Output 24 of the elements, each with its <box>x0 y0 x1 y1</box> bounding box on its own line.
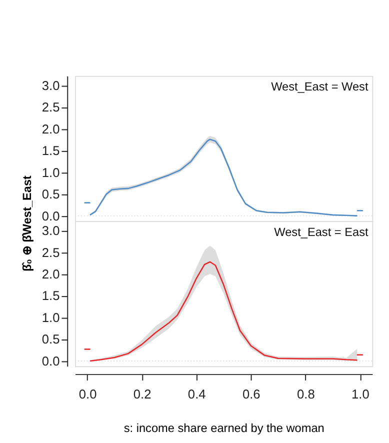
annotation: West_East = East <box>274 224 369 239</box>
y-tick-label: 2.5 <box>42 100 60 115</box>
y-tick-label: 1.0 <box>42 164 60 180</box>
y-axis-title: β̂₀ ⊕ β̂West_East <box>20 175 34 272</box>
y-tick-label: 1.0 <box>42 310 60 325</box>
y-tick-label: 3.0 <box>42 223 60 238</box>
y-tick-label: 0.5 <box>42 186 60 202</box>
y-tick-label: 2.0 <box>42 266 60 282</box>
y-tick-label: 1.5 <box>42 288 60 304</box>
y-tick-label: 0.0 <box>42 353 60 368</box>
x-tick-label: 0.0 <box>78 386 97 402</box>
x-tick-label: 1.0 <box>352 386 370 402</box>
x-tick-label: 0.6 <box>242 386 260 402</box>
y-tick-label: 2.0 <box>42 121 60 136</box>
y-tick-label: 3.0 <box>42 78 60 93</box>
x-tick-label: 0.2 <box>133 386 152 402</box>
y-tick-label: 1.5 <box>42 143 60 158</box>
x-tick-label: 0.4 <box>188 386 206 402</box>
y-tick-label: 2.5 <box>42 244 60 260</box>
y-tick-label: 0.0 <box>42 208 60 224</box>
y-tick-label: 0.5 <box>42 332 60 347</box>
x-axis-title: s: income share earned by the woman <box>124 420 324 435</box>
x-tick-label: 0.8 <box>296 386 315 402</box>
annotation: West_East = West <box>271 80 369 94</box>
